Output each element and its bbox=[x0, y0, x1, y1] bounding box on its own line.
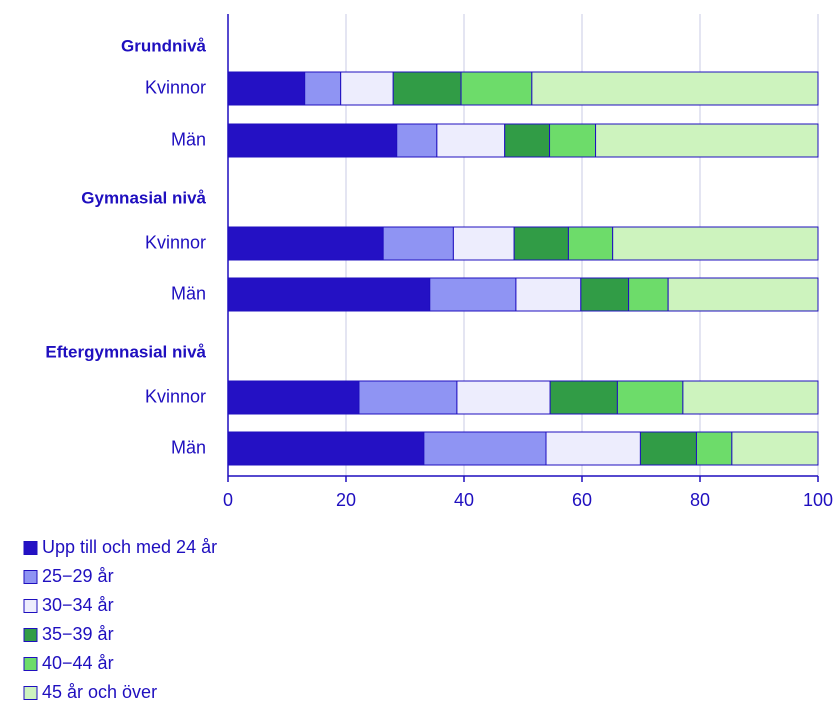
x-tick-label: 20 bbox=[336, 490, 356, 510]
legend-swatch bbox=[23, 628, 38, 642]
legend-swatch bbox=[23, 541, 38, 555]
legend: Upp till och med 24 år 25−29 år 30−34 år 35… bbox=[23, 537, 217, 702]
bar-segment-0-4 bbox=[460, 71, 533, 106]
bar-segment-1-1 bbox=[396, 123, 438, 158]
bar-segment-4-0 bbox=[227, 380, 360, 415]
bar-segment-1-3 bbox=[504, 123, 551, 158]
legend-label: Upp till och med 24 år bbox=[42, 537, 217, 557]
bar-segment-3-4 bbox=[628, 277, 669, 312]
x-tick-label: 0 bbox=[223, 490, 233, 510]
bar-segment-4-5 bbox=[682, 380, 819, 415]
bar-segment-3-1 bbox=[429, 277, 517, 312]
x-tick-label: 40 bbox=[454, 490, 474, 510]
bar-segment-0-5 bbox=[531, 71, 819, 106]
category-label: Kvinnor bbox=[145, 232, 206, 252]
legend-label: 40−44 år bbox=[42, 653, 114, 673]
legend-label: 30−34 år bbox=[42, 595, 114, 615]
bar-segment-2-5 bbox=[612, 226, 819, 261]
legend-swatch bbox=[23, 570, 38, 584]
bar-segment-1-2 bbox=[436, 123, 506, 158]
bar-segment-3-3 bbox=[580, 277, 630, 312]
bar-segment-2-0 bbox=[227, 226, 384, 261]
bar-segment-4-2 bbox=[456, 380, 551, 415]
category-label: Män bbox=[171, 129, 206, 149]
bar-segment-2-2 bbox=[452, 226, 515, 261]
bar-segment-5-1 bbox=[423, 431, 547, 466]
bar-segment-5-3 bbox=[639, 431, 697, 466]
bar-segment-2-1 bbox=[382, 226, 454, 261]
category-label: Kvinnor bbox=[145, 386, 206, 406]
bar-segment-5-2 bbox=[545, 431, 641, 466]
bars-layer bbox=[227, 71, 819, 466]
legend-label: 35−39 år bbox=[42, 624, 114, 644]
bar-segment-4-4 bbox=[616, 380, 684, 415]
bar-segment-5-4 bbox=[695, 431, 733, 466]
axis-layer: 0 20 40 60 80 100 bbox=[223, 14, 833, 510]
bar-segment-2-4 bbox=[567, 226, 614, 261]
bar-segment-3-5 bbox=[667, 277, 819, 312]
legend-swatch bbox=[23, 657, 38, 671]
bar-segment-1-5 bbox=[595, 123, 819, 158]
category-label: Män bbox=[171, 437, 206, 457]
category-label: Kvinnor bbox=[145, 77, 206, 97]
x-tick-label: 80 bbox=[690, 490, 710, 510]
category-label: Män bbox=[171, 283, 206, 303]
legend-swatch bbox=[23, 686, 38, 700]
bar-segment-0-1 bbox=[304, 71, 342, 106]
bar-segment-4-3 bbox=[549, 380, 618, 415]
bar-segment-3-2 bbox=[515, 277, 582, 312]
group-label: Eftergymnasial nivå bbox=[45, 342, 206, 361]
bar-segment-5-5 bbox=[731, 431, 819, 466]
bar-segment-1-0 bbox=[227, 123, 398, 158]
group-label: Gymnasial nivå bbox=[81, 188, 206, 207]
bar-segment-5-0 bbox=[227, 431, 425, 466]
bar-segment-0-0 bbox=[227, 71, 306, 106]
x-tick-label: 60 bbox=[572, 490, 592, 510]
bar-segment-3-0 bbox=[227, 277, 431, 312]
group-label: Grundnivå bbox=[121, 36, 207, 55]
bar-segment-0-2 bbox=[340, 71, 394, 106]
legend-label: 25−29 år bbox=[42, 566, 114, 586]
x-tick-label: 100 bbox=[803, 490, 833, 510]
bar-segment-1-4 bbox=[549, 123, 597, 158]
bar-segment-4-1 bbox=[358, 380, 458, 415]
bar-segment-2-3 bbox=[513, 226, 569, 261]
category-labels: Grundnivå Gymnasial nivå Eftergymnasial ni… bbox=[45, 36, 206, 457]
bar-segment-0-3 bbox=[392, 71, 462, 106]
legend-swatch bbox=[23, 599, 38, 613]
legend-label: 45 år och över bbox=[42, 682, 157, 702]
